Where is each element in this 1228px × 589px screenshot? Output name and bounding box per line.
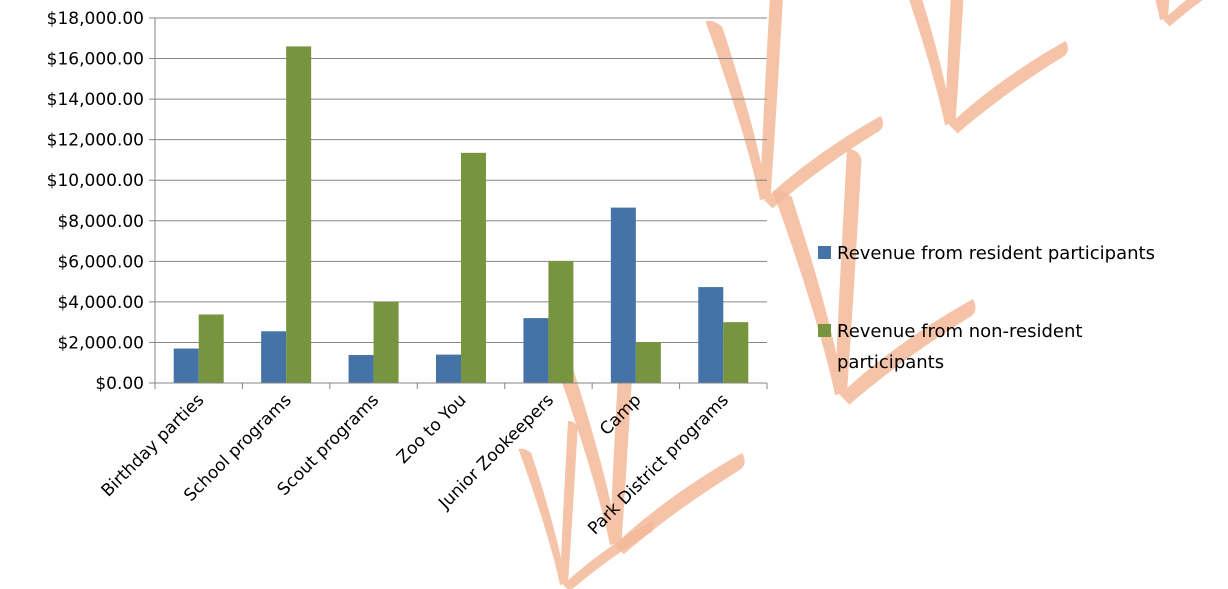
bars [173,46,749,384]
bar-resident [610,207,636,383]
bar-non-resident [548,260,574,383]
bar-resident [348,355,374,383]
bird-track-watermark [518,0,1203,589]
bird-track-icon [1155,0,1203,27]
gridlines [149,17,767,384]
bar-resident [173,348,199,383]
y-tick-label: $0.00 [95,374,144,394]
y-tick-label: $16,000.00 [47,50,144,70]
bar-non-resident [373,301,399,383]
legend-swatch-non-resident [818,324,831,337]
legend-swatch-resident [818,246,831,259]
bar-non-resident [286,46,312,384]
legend-label-non-resident: Revenue from non-resident participants [837,321,1082,373]
y-tick-label: $2,000.00 [57,333,144,353]
bar-resident [523,318,549,383]
y-tick-label: $4,000.00 [57,293,144,313]
bar-resident [436,354,461,383]
axes [154,18,768,389]
bird-track-icon [518,421,654,589]
y-tick-label: $10,000.00 [47,171,144,191]
bar-non-resident [635,342,661,383]
bird-track-icon [705,0,883,209]
y-tick-label: $18,000.00 [47,9,144,29]
y-tick-label: $14,000.00 [47,90,144,110]
bar-resident [261,331,287,383]
legend-label-resident: Revenue from resident participants [837,243,1155,264]
bird-track-icon [772,148,976,405]
y-axis-tick-labels: $0.00 $2,000.00 $4,000.00 $6,000.00 $8,000.0… [47,9,144,394]
bird-track-icon [909,0,1068,134]
y-tick-label: $12,000.00 [47,131,144,151]
bar-resident [698,287,724,383]
y-tick-label: $6,000.00 [57,252,144,272]
bar-non-resident [198,314,224,383]
bar-non-resident [461,152,486,383]
legend: Revenue from resident participants Revenu… [818,243,1155,373]
x-category-label: Zoo to You [393,390,471,468]
y-tick-label: $8,000.00 [57,212,144,232]
bar-non-resident [723,322,749,383]
